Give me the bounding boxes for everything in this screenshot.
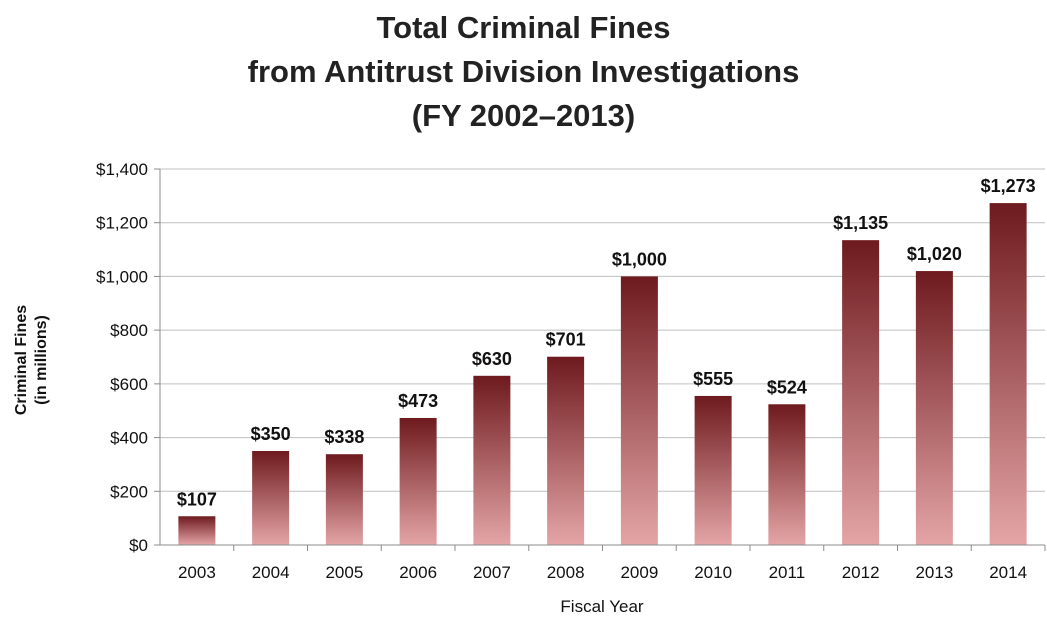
x-tick-label: 2012 <box>842 563 880 582</box>
x-tick-label: 2003 <box>178 563 216 582</box>
data-label: $338 <box>324 427 364 447</box>
data-label: $555 <box>693 369 733 389</box>
bar <box>399 417 437 545</box>
data-label: $524 <box>767 377 807 397</box>
x-tick-label: 2006 <box>399 563 437 582</box>
y-tick-label: $1,400 <box>96 160 148 179</box>
bar <box>620 276 658 545</box>
data-label: $1,000 <box>612 249 667 269</box>
y-tick-label: $600 <box>110 375 148 394</box>
data-label: $630 <box>472 349 512 369</box>
chart-title-line-3: (FY 2002–2013) <box>411 98 636 133</box>
data-label: $1,135 <box>833 213 888 233</box>
data-label: $1,020 <box>907 244 962 264</box>
y-tick-label: $1,000 <box>96 267 148 286</box>
y-tick-label: $0 <box>129 536 148 555</box>
chart-title: Total Criminal Fines from Antitrust Divi… <box>0 6 1047 138</box>
y-tick-label: $800 <box>110 321 148 340</box>
data-labels: $107 $350 $338 $473 $630 $701 $1,000 $555 $524 $1… <box>177 176 1036 509</box>
x-tick-label: 2005 <box>325 563 363 582</box>
y-axis-label-line-1: Criminal Fines <box>13 305 30 415</box>
x-tick-label: 2007 <box>473 563 511 582</box>
x-tick-label: 2013 <box>915 563 953 582</box>
bar <box>252 451 290 545</box>
chart-title-line-1: Total Criminal Fines <box>376 10 671 45</box>
y-axis-label: Criminal Fines (in millions) <box>13 305 50 415</box>
x-tick-label: 2011 <box>769 563 806 582</box>
x-tick-label: 2004 <box>252 563 290 582</box>
bar <box>768 404 806 545</box>
bar <box>547 356 585 545</box>
data-label: $107 <box>177 489 217 509</box>
y-tick-label: $400 <box>110 429 148 448</box>
x-tick-label: 2010 <box>694 563 732 582</box>
x-tick-label: 2014 <box>989 563 1027 582</box>
data-label: $473 <box>398 391 438 411</box>
bar <box>178 516 216 545</box>
data-label: $350 <box>251 424 291 444</box>
bar <box>989 203 1027 545</box>
data-label: $701 <box>546 330 586 350</box>
bar <box>842 240 880 545</box>
grid-lines <box>160 168 1045 492</box>
y-axis-label-line-2: (in millions) <box>33 315 50 405</box>
x-tick-label: 2009 <box>620 563 658 582</box>
data-label: $1,273 <box>981 176 1036 196</box>
y-tick-label: $1,200 <box>96 214 148 233</box>
bar <box>325 454 363 545</box>
chart-title-line-2: from Antitrust Division Investigations <box>247 54 800 89</box>
y-tick-label: $200 <box>110 482 148 501</box>
x-tick-label: 2008 <box>547 563 585 582</box>
bar <box>694 395 732 545</box>
bar <box>473 375 511 545</box>
bars <box>178 203 1027 545</box>
x-axis-label: Fiscal Year <box>560 597 643 616</box>
axes: $0 $200 $400 $600 $800 $1,000 $1,200 $1,400 2003… <box>96 160 1046 582</box>
bar <box>915 271 953 545</box>
